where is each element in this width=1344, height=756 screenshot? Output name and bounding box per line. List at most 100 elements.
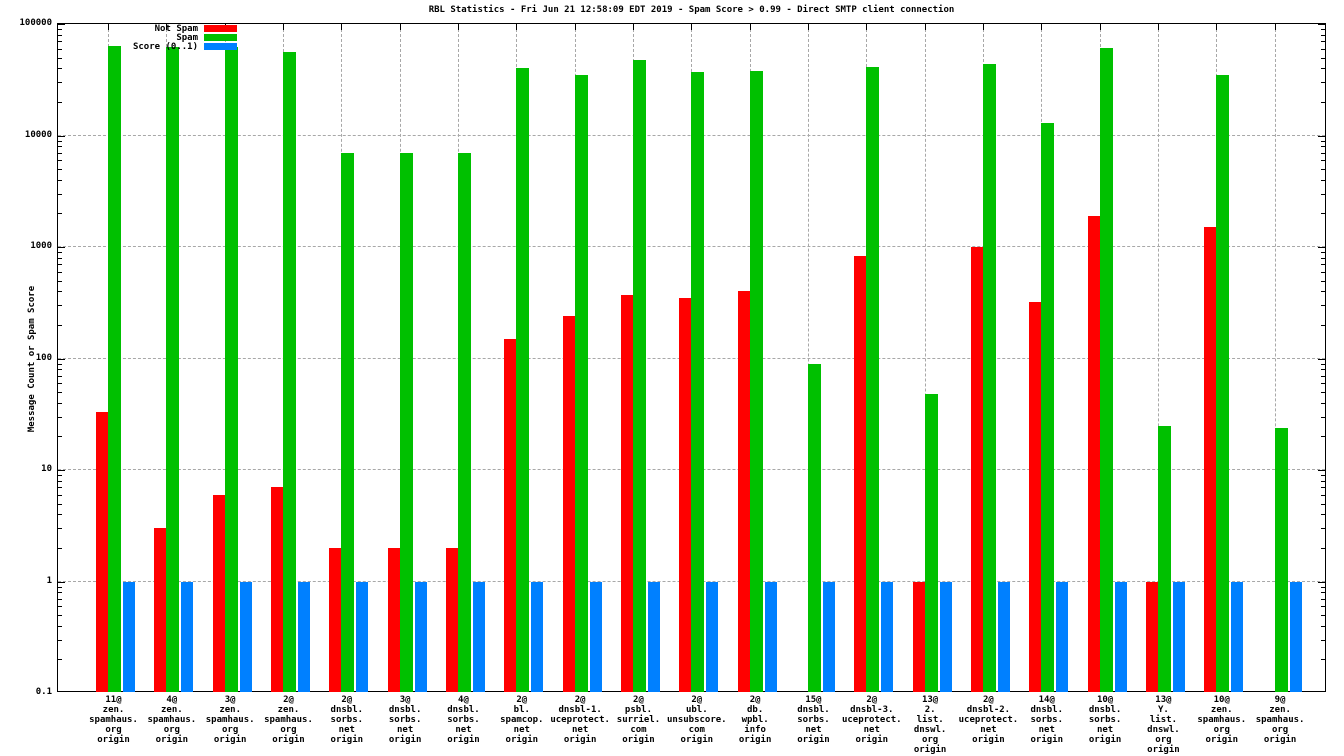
- bar-not-spam: [1087, 215, 1100, 692]
- x-gridline: [1157, 24, 1159, 691]
- y-minor-tick: [1321, 494, 1325, 496]
- bar-spam: [749, 70, 763, 692]
- bar-spam: [457, 152, 471, 692]
- y-minor-tick: [1321, 659, 1325, 661]
- y-minor-tick: [58, 34, 62, 36]
- y-major-tick: [58, 135, 65, 137]
- y-minor-tick: [58, 392, 62, 394]
- y-minor-tick: [1321, 475, 1325, 477]
- bar-not-spam: [96, 412, 108, 692]
- y-minor-tick: [58, 503, 62, 505]
- y-minor-tick: [58, 615, 62, 617]
- bar-spam: [1041, 122, 1055, 692]
- y-minor-tick: [58, 160, 62, 162]
- bar-score-0-1: [297, 581, 310, 692]
- x-category-label: 2@ dnsbl-1. uceprotect. net origin: [550, 695, 610, 745]
- y-minor-tick: [58, 146, 62, 148]
- y-minor-tick: [1321, 547, 1325, 549]
- y-minor-tick: [58, 305, 62, 307]
- y-minor-tick: [1321, 392, 1325, 394]
- y-major-tick: [58, 358, 65, 360]
- y-minor-tick: [1321, 363, 1325, 365]
- y-minor-tick: [58, 436, 62, 438]
- y-minor-tick: [58, 324, 62, 326]
- y-minor-tick: [58, 264, 62, 266]
- x-category-label: 4@ zen. spamhaus. org origin: [147, 695, 197, 745]
- y-minor-tick: [1321, 416, 1325, 418]
- bar-score-0-1: [939, 581, 952, 692]
- x-category-label: 10@ dnsbl. sorbs. net origin: [1088, 695, 1122, 745]
- y-minor-tick: [1321, 369, 1325, 371]
- x-category-label: 2@ dnsbl. sorbs. net origin: [330, 695, 364, 745]
- bar-not-spam: [970, 247, 983, 692]
- y-tick-label: 100000: [19, 18, 52, 28]
- x-category-label: 2@ zen. spamhaus. org origin: [264, 695, 313, 745]
- y-minor-tick: [58, 140, 62, 142]
- y-minor-tick: [1321, 375, 1325, 377]
- y-minor-tick: [1321, 598, 1325, 600]
- legend-label: Spam: [176, 33, 198, 43]
- y-minor-tick: [58, 487, 62, 489]
- x-gridline: [807, 24, 809, 691]
- x-category-label: 15@ dnsbl. sorbs. net origin: [797, 695, 830, 745]
- y-minor-tick: [1321, 146, 1325, 148]
- y-minor-tick: [58, 280, 62, 282]
- y-minor-tick: [58, 48, 62, 50]
- bar-not-spam: [912, 581, 925, 692]
- y-minor-tick: [1321, 324, 1325, 326]
- y-minor-tick: [1321, 615, 1325, 617]
- y-minor-tick: [58, 179, 62, 181]
- y-minor-tick: [58, 375, 62, 377]
- chart-title: RBL Statistics - Fri Jun 21 12:58:09 EDT…: [428, 5, 955, 15]
- x-category-label: 2@ db. wpbl. info origin: [738, 695, 772, 745]
- y-minor-tick: [58, 528, 62, 530]
- y-minor-tick: [58, 29, 62, 31]
- bar-score-0-1: [1114, 581, 1127, 692]
- x-tick-top: [341, 24, 343, 30]
- y-minor-tick: [1321, 291, 1325, 293]
- y-minor-tick: [1321, 586, 1325, 588]
- bar-not-spam: [854, 256, 867, 692]
- bar-spam: [166, 47, 180, 692]
- y-minor-tick: [1321, 160, 1325, 162]
- y-major-tick: [1318, 581, 1325, 583]
- y-minor-tick: [58, 369, 62, 371]
- bar-not-spam: [1029, 302, 1042, 692]
- y-minor-tick: [1321, 514, 1325, 516]
- y-minor-tick: [58, 41, 62, 43]
- legend-label: Not Spam: [154, 24, 198, 34]
- y-minor-tick: [1321, 503, 1325, 505]
- x-tick-top: [807, 24, 809, 30]
- y-minor-tick: [58, 402, 62, 404]
- bar-score-0-1: [706, 581, 719, 692]
- y-minor-tick: [1321, 213, 1325, 215]
- y-major-tick: [1318, 247, 1325, 248]
- legend-label: Score (0..1): [132, 42, 198, 52]
- y-minor-tick: [58, 586, 62, 588]
- y-minor-tick: [58, 169, 62, 171]
- y-minor-tick: [58, 625, 62, 627]
- bar-not-spam: [154, 528, 167, 692]
- y-minor-tick: [58, 592, 62, 594]
- bar-not-spam: [504, 338, 517, 692]
- bar-not-spam: [620, 295, 633, 692]
- bar-not-spam: [212, 494, 225, 692]
- y-minor-tick: [1321, 101, 1325, 103]
- bar-spam: [574, 74, 588, 692]
- y-minor-tick: [1321, 271, 1325, 273]
- y-minor-tick: [58, 363, 62, 365]
- y-minor-tick: [1321, 169, 1325, 171]
- y-minor-tick: [1321, 480, 1325, 482]
- y-major-tick: [58, 581, 65, 583]
- bar-spam: [1216, 74, 1230, 692]
- x-tick-top: [1041, 24, 1043, 30]
- bar-score-0-1: [997, 581, 1010, 692]
- x-category-label: 11@ zen. spamhaus. org origin: [89, 695, 138, 745]
- bar-score-0-1: [356, 581, 369, 692]
- y-tick-label: 0.1: [35, 687, 52, 697]
- y-minor-tick: [1321, 82, 1325, 84]
- x-category-label: 4@ dnsbl. sorbs. net origin: [447, 695, 480, 745]
- y-tick-label: 1000: [30, 241, 52, 251]
- bar-spam: [341, 152, 355, 692]
- y-minor-tick: [1321, 179, 1325, 181]
